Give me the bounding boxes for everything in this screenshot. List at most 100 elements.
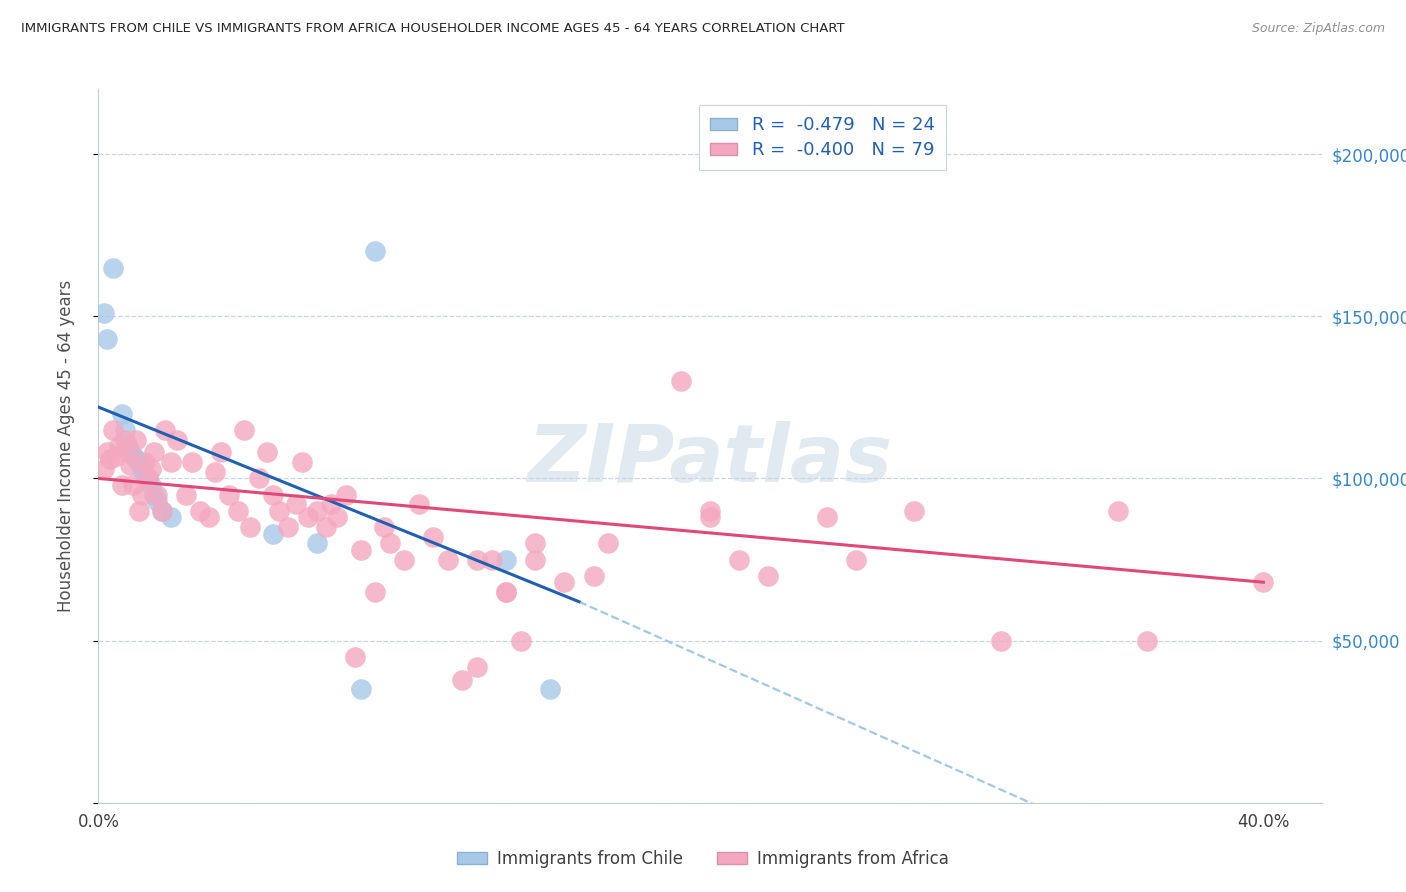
Point <box>198 510 221 524</box>
Point <box>437 552 460 566</box>
Point <box>326 510 349 524</box>
Point <box>364 244 387 259</box>
Point <box>142 488 165 502</box>
Point <box>111 478 134 492</box>
Point <box>247 471 270 485</box>
Point <box>451 673 474 687</box>
Point <box>104 449 127 463</box>
Point <box>903 504 925 518</box>
Point <box>990 633 1012 648</box>
Point <box>155 423 177 437</box>
Point <box>285 497 308 511</box>
Point <box>465 659 488 673</box>
Point <box>321 497 343 511</box>
Point <box>256 445 278 459</box>
Point <box>408 497 430 511</box>
Point <box>117 439 139 453</box>
Point <box>226 504 249 518</box>
Legend: R =  -0.479   N = 24, R =  -0.400   N = 79: R = -0.479 N = 24, R = -0.400 N = 79 <box>699 105 946 170</box>
Point <box>166 433 188 447</box>
Point <box>125 452 148 467</box>
Text: IMMIGRANTS FROM CHILE VS IMMIGRANTS FROM AFRICA HOUSEHOLDER INCOME AGES 45 - 64 : IMMIGRANTS FROM CHILE VS IMMIGRANTS FROM… <box>21 22 845 36</box>
Point <box>349 542 371 557</box>
Point <box>465 552 488 566</box>
Point <box>392 552 416 566</box>
Point <box>582 568 605 582</box>
Point <box>131 488 153 502</box>
Point <box>120 445 142 459</box>
Point <box>495 552 517 566</box>
Point <box>152 504 174 518</box>
Point <box>136 471 159 485</box>
Legend: Immigrants from Chile, Immigrants from Africa: Immigrants from Chile, Immigrants from A… <box>451 844 955 875</box>
Point <box>117 445 139 459</box>
Text: Source: ZipAtlas.com: Source: ZipAtlas.com <box>1251 22 1385 36</box>
Point <box>101 260 124 275</box>
Point <box>845 552 868 566</box>
Point <box>125 433 148 447</box>
Point <box>481 552 503 566</box>
Point <box>349 682 371 697</box>
Point <box>139 478 162 492</box>
Text: ZIPatlas: ZIPatlas <box>527 421 893 500</box>
Point <box>131 461 153 475</box>
Point <box>134 455 156 469</box>
Point <box>1136 633 1159 648</box>
Point <box>596 536 619 550</box>
Point <box>160 510 183 524</box>
Point <box>122 449 145 463</box>
Point <box>93 306 115 320</box>
Point <box>343 649 366 664</box>
Point <box>1107 504 1129 518</box>
Point <box>139 461 162 475</box>
Point <box>524 552 547 566</box>
Point <box>96 332 118 346</box>
Point <box>122 478 145 492</box>
Point <box>160 455 183 469</box>
Point <box>524 536 547 550</box>
Point <box>756 568 779 582</box>
Point <box>145 488 167 502</box>
Point <box>364 585 387 599</box>
Point <box>509 633 531 648</box>
Point <box>128 504 150 518</box>
Point <box>111 407 134 421</box>
Point <box>204 465 226 479</box>
Point <box>188 504 212 518</box>
Point <box>96 445 118 459</box>
Point <box>553 575 575 590</box>
Point <box>335 488 357 502</box>
Point <box>277 520 299 534</box>
Point <box>174 488 197 502</box>
Point <box>699 504 721 518</box>
Point <box>495 585 517 599</box>
Point <box>239 520 262 534</box>
Point <box>134 468 156 483</box>
Point <box>108 439 131 453</box>
Point <box>98 452 121 467</box>
Point <box>233 423 256 437</box>
Point <box>209 445 232 459</box>
Point <box>728 552 751 566</box>
Point <box>180 455 202 469</box>
Point <box>142 445 165 459</box>
Point <box>101 423 124 437</box>
Point <box>145 494 167 508</box>
Point <box>297 510 319 524</box>
Point <box>305 536 328 550</box>
Point <box>114 423 136 437</box>
Point <box>267 504 290 518</box>
Point <box>699 510 721 524</box>
Point <box>422 530 444 544</box>
Point <box>262 526 284 541</box>
Point <box>114 433 136 447</box>
Point <box>218 488 240 502</box>
Point <box>305 504 328 518</box>
Point <box>495 585 517 599</box>
Point <box>815 510 838 524</box>
Point <box>93 461 115 475</box>
Point <box>262 488 284 502</box>
Point <box>120 458 142 473</box>
Y-axis label: Householder Income Ages 45 - 64 years: Householder Income Ages 45 - 64 years <box>56 280 75 612</box>
Point <box>291 455 314 469</box>
